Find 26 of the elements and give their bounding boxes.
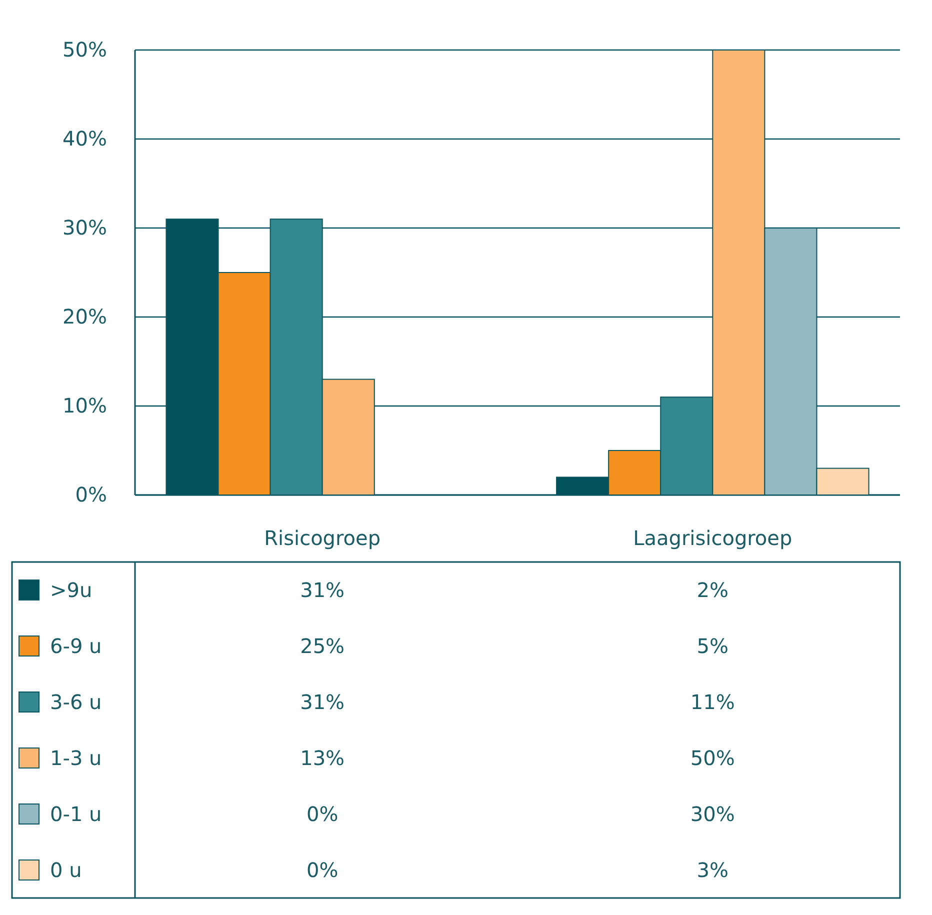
y-tick-label: 10% (62, 393, 107, 418)
data-label: 31% (300, 690, 345, 714)
data-label: 3% (696, 858, 729, 882)
y-tick-label: 30% (62, 215, 107, 240)
y-tick-label: 50% (62, 37, 107, 62)
data-label: 50% (690, 746, 735, 770)
data-label: 31% (300, 578, 345, 602)
legend-label: >9u (50, 578, 92, 602)
data-label: 30% (690, 802, 735, 826)
legend-label: 0 u (50, 858, 82, 882)
legend-label: 0-1 u (50, 802, 102, 826)
y-tick-label: 20% (62, 304, 107, 328)
x-tick-label: Laagrisicogroep (633, 526, 792, 550)
legend-label: 3-6 u (50, 690, 102, 714)
data-label: 0% (306, 858, 338, 882)
data-label: 0% (306, 802, 338, 826)
y-tick-label: 40% (62, 126, 107, 150)
legend-label: 1-3 u (50, 746, 102, 770)
data-label: 25% (300, 634, 345, 658)
legend-label: 6-9 u (50, 634, 102, 658)
data-label: 2% (696, 578, 729, 602)
y-tick-label: 0% (75, 482, 107, 506)
data-label: 11% (690, 690, 735, 714)
data-label: 13% (300, 746, 345, 770)
data-label: 5% (696, 634, 729, 658)
x-tick-label: Risicogroep (264, 526, 381, 550)
